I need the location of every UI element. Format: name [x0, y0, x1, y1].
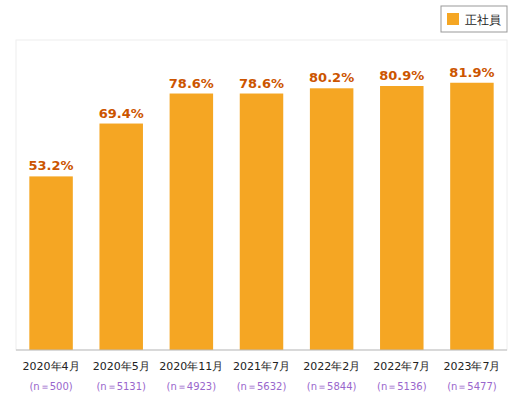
bar — [170, 94, 213, 350]
x-sub-label: (n＝500) — [29, 381, 72, 392]
data-label: 53.2% — [29, 158, 74, 173]
bar — [310, 88, 353, 350]
x-tick-label: 2020年4月 — [23, 360, 80, 373]
bars — [29, 83, 493, 350]
legend-label: 正社員 — [465, 13, 501, 27]
x-tick-label: 2022年7月 — [373, 360, 430, 373]
bar — [450, 83, 493, 350]
x-sub-label: (n＝5844) — [307, 381, 357, 392]
x-sub-label: (n＝5131) — [96, 381, 146, 392]
x-tick-label: 2022年2月 — [303, 360, 360, 373]
data-label: 81.9% — [449, 65, 494, 80]
bar — [99, 124, 142, 350]
data-label: 80.9% — [379, 68, 424, 83]
bar — [240, 94, 283, 350]
x-tick-label: 2020年11月 — [159, 360, 223, 373]
x-sub-label: (n＝5136) — [377, 381, 427, 392]
plot-frame — [16, 40, 507, 350]
x-tick-label: 2020年5月 — [93, 360, 150, 373]
x-axis-line — [16, 350, 507, 351]
legend-frame — [441, 6, 507, 32]
data-label: 80.2% — [309, 70, 354, 85]
x-sub-label: (n＝5632) — [237, 381, 287, 392]
x-sub-label: (n＝5477) — [447, 381, 497, 392]
legend-swatch — [447, 13, 459, 25]
bar — [29, 176, 72, 350]
chart-container: 53.2% 69.4% 78.6% 78.6% 80.2% 80.9% 81.9% 2020年… — [0, 0, 523, 412]
data-label: 69.4% — [99, 106, 144, 121]
x-tick-label: 2023年7月 — [443, 360, 500, 373]
data-label: 78.6% — [239, 76, 284, 91]
bar — [380, 86, 423, 350]
x-tick-label: 2021年7月 — [233, 360, 290, 373]
data-label: 78.6% — [169, 76, 214, 91]
x-sub-label: (n＝4923) — [167, 381, 217, 392]
chart-svg: 53.2% 69.4% 78.6% 78.6% 80.2% 80.9% 81.9% 2020年… — [0, 0, 523, 412]
legend: 正社員 — [441, 6, 507, 32]
